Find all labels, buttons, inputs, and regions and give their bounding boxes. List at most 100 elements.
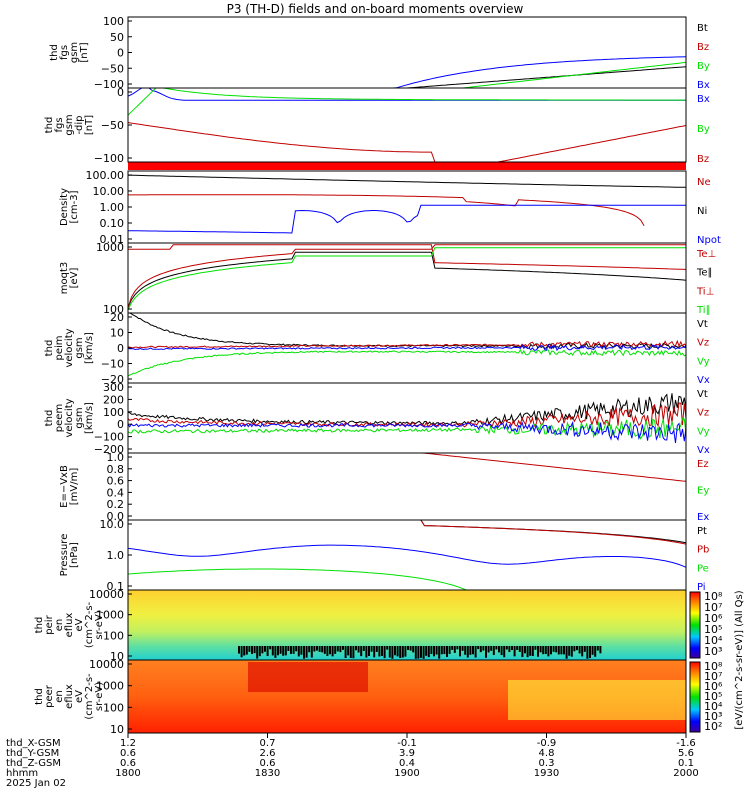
- heatmap-strip: [279, 646, 282, 654]
- heatmap-strip: [526, 646, 529, 658]
- ytick-label: 100: [103, 303, 124, 316]
- legend-veli: Vz: [697, 338, 709, 349]
- ytick-label: 100: [103, 701, 124, 714]
- heatmap-strip: [427, 646, 430, 658]
- series-vele-2: [127, 417, 687, 440]
- legend-pressure: Pb: [697, 545, 709, 556]
- ylabel-veli: thd: [44, 340, 55, 357]
- heatmap-strip: [490, 646, 493, 651]
- heatmap-strip: [336, 646, 339, 652]
- heatmap-strip: [586, 646, 589, 659]
- panel-frame: [127, 382, 687, 454]
- heatmap-strip: [438, 646, 441, 659]
- panel-fgs1: 100 50 0 −50 −100 thd fgs gsm [nT] Bt Bz By Bx: [49, 15, 710, 91]
- ylabel-vele: gsm: [74, 407, 85, 428]
- heatmap-strip: [464, 646, 467, 655]
- heatmap-strip: [563, 646, 565, 655]
- ytick-label: −10: [101, 358, 124, 371]
- legend-temp: Ti⊥: [696, 286, 714, 297]
- heatmap-strip: [529, 646, 532, 656]
- heatmap-strip: [518, 646, 521, 652]
- heatmap-strip: [303, 646, 305, 659]
- legend-temp: Ti∥: [696, 305, 711, 316]
- heatmap-strip: [256, 646, 259, 659]
- heatmap-strip: [409, 646, 412, 651]
- heatmap-strip: [326, 646, 329, 656]
- heatmap-strip: [570, 646, 573, 657]
- panel-peer: 10000 1000 100 10 thd peer en eflux eV (cm^2-s-sr…: [34, 658, 687, 736]
- ytick-label: 200: [103, 393, 124, 406]
- ylabel-fgs2: gsm: [64, 114, 75, 135]
- series-pressure-0: [128, 519, 687, 544]
- panel-veli: 20 10 0 −10 −20 thd peim velocity gsm [km/s] Vt Vz V…: [44, 311, 710, 386]
- heatmap-strip: [487, 646, 490, 653]
- ylabel-fgs1: fgs: [59, 45, 70, 60]
- footer-value: 1900: [394, 768, 419, 779]
- series-pressure-1: [128, 519, 687, 545]
- heatmap-strip: [599, 646, 602, 654]
- series-density-2: [128, 204, 686, 234]
- heatmap-strip: [323, 646, 326, 654]
- legend-density: Ni: [697, 206, 707, 217]
- heatmap-strip: [375, 646, 378, 652]
- colorbar-tick: 10⁴: [704, 634, 723, 647]
- legend-fgs1: By: [697, 61, 710, 72]
- ytick-label: 0.8: [107, 463, 125, 476]
- heatmap-strip: [505, 646, 508, 650]
- heatmap-strip: [565, 646, 568, 659]
- footer-label: thd_X-GSM: [6, 738, 61, 749]
- heatmap-strip: [352, 646, 355, 659]
- footer-value: 1.2: [120, 738, 136, 749]
- footer-value: 0.6: [260, 758, 276, 769]
- heatmap-strip: [308, 646, 311, 653]
- ytick-label: 100: [103, 15, 124, 28]
- heatmap-strip: [446, 646, 448, 657]
- heatmap-strip: [313, 646, 316, 652]
- panel-fgs2: 0 −50 −100 thd fgs gsm -dip [nT] Bx By Bz: [44, 86, 710, 165]
- heatmap-strip: [440, 646, 443, 655]
- heatmap-strip: [368, 646, 370, 657]
- ylabel-fgs2: [nT]: [84, 115, 95, 135]
- heatmap-strip: [474, 646, 477, 658]
- legend-vele: Vy: [697, 426, 710, 437]
- ytick-label: −50: [101, 119, 124, 132]
- footer-value: -0.1: [397, 738, 417, 749]
- footer-value: 0.4: [399, 758, 415, 769]
- ytick-label: 1.0: [107, 549, 125, 562]
- heatmap-strip: [404, 646, 407, 657]
- heatmap-strip: [482, 646, 485, 651]
- footer-value: 3.9: [399, 748, 415, 759]
- ytick-label: 0.0: [107, 510, 125, 523]
- panel-frame: [127, 242, 687, 314]
- ylabel-peer: en: [54, 690, 65, 703]
- heatmap-strip: [357, 646, 360, 653]
- ylabel-peer: peer: [44, 684, 55, 708]
- heatmap-strip: [557, 646, 560, 655]
- ylabel-vele: peem: [54, 404, 65, 432]
- ytick-label: 50: [110, 31, 124, 44]
- ytick-label: 0: [117, 342, 124, 355]
- heatmap-strip: [331, 646, 334, 657]
- ytick-label: 10.00: [93, 185, 125, 198]
- heatmap-strip: [362, 646, 365, 651]
- ytick-label: −200: [94, 443, 124, 456]
- heatmap-strip: [531, 646, 534, 657]
- ylabel-fgs2: -dip: [74, 115, 85, 134]
- footer-value: 5.6: [678, 748, 694, 759]
- ytick-label: −100: [94, 152, 124, 165]
- heatmap-strip: [271, 646, 274, 656]
- ytick-label: 0.01: [100, 233, 125, 246]
- heatmap-strip: [591, 646, 594, 655]
- heatmap-strip: [581, 646, 584, 657]
- legend-fgs2: Bx: [697, 94, 710, 105]
- ytick-label: 0.10: [100, 217, 125, 230]
- colorbar-tick: 10⁴: [704, 700, 723, 713]
- heatmap-strip: [316, 646, 318, 651]
- legend-pressure: Pt: [697, 526, 707, 537]
- heatmap-strip: [318, 646, 321, 652]
- heatmap-strip: [321, 646, 324, 653]
- ylabel-density: [cm-3]: [69, 190, 80, 223]
- series-density-1: [127, 174, 686, 188]
- footer-label: thd_Y-GSM: [6, 748, 59, 759]
- heatmap-strip: [596, 646, 599, 651]
